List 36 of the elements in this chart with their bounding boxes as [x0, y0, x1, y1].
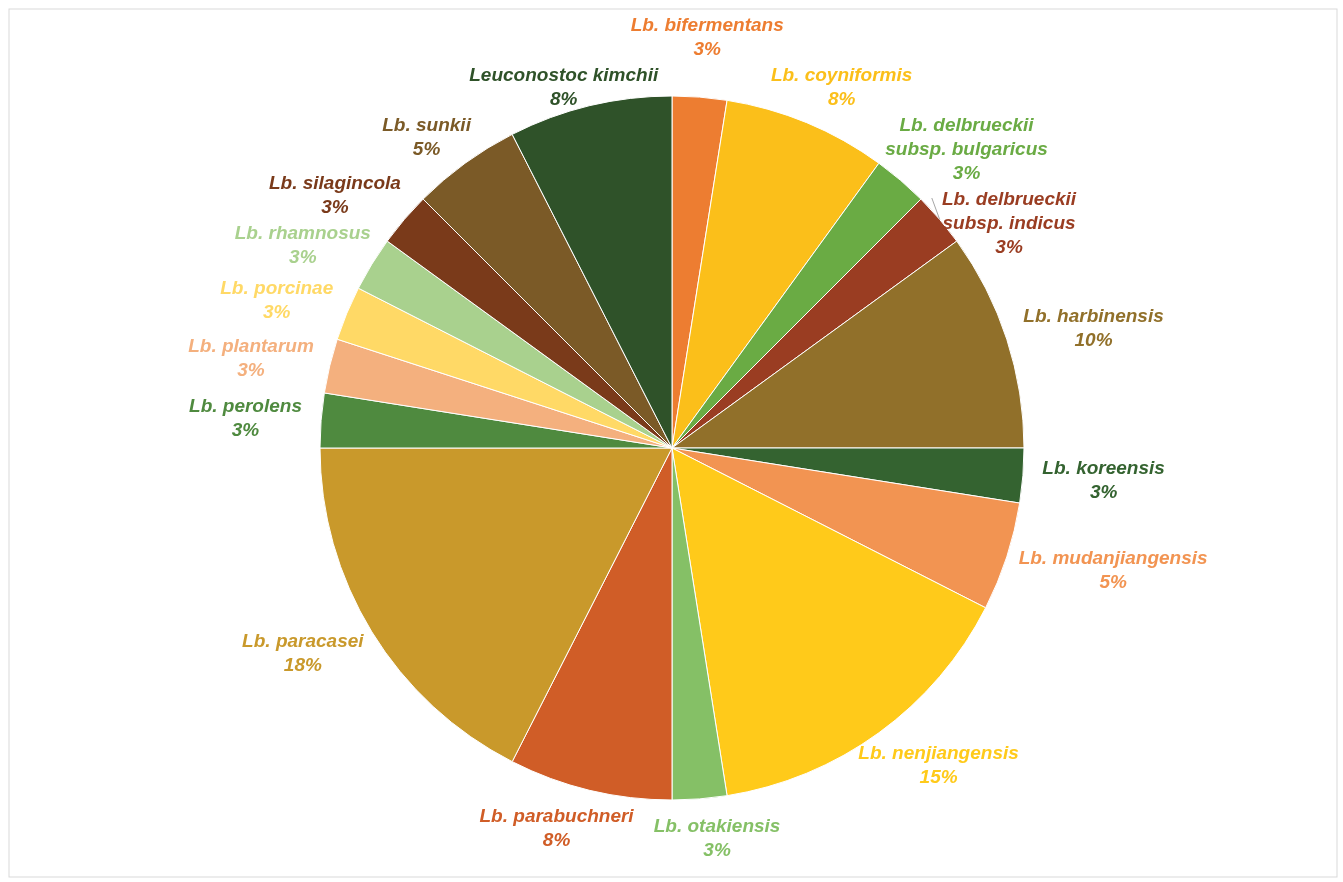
data-label: 8%: [549, 88, 578, 109]
data-label: 8%: [827, 88, 856, 109]
slice-label: Lb. mudanjiangensis: [1018, 546, 1208, 568]
data-label: 5%: [1099, 570, 1127, 592]
slice-label: Lb. perolens: [189, 395, 302, 417]
data-label: 3%: [995, 236, 1023, 257]
slice-label: Lb. paracasei: [242, 629, 365, 651]
slice-label: Lb. otakiensis: [653, 814, 781, 836]
slice-label: Leuconostoc kimchii: [469, 64, 659, 85]
data-label: 18%: [283, 653, 322, 675]
data-label: 3%: [693, 38, 722, 59]
data-label: 3%: [231, 419, 260, 441]
data-label: 5%: [412, 138, 441, 159]
slice-label: Lb. nenjiangensis: [858, 741, 1019, 763]
data-label: 8%: [542, 829, 571, 851]
slice-label: Lb. plantarum: [188, 334, 314, 356]
data-label: 3%: [289, 246, 317, 268]
slice-label: Lb. bifermentans: [630, 14, 784, 35]
data-label: 3%: [952, 162, 981, 183]
data-label: 10%: [1074, 329, 1113, 351]
slice-label: Lb. koreensis: [1042, 456, 1165, 478]
data-label: 3%: [237, 358, 265, 380]
slice-label: Lb. silagincola: [268, 172, 402, 194]
data-label: 3%: [321, 196, 349, 218]
slice-label: Lb. delbrueckii subsp. bulgaricus: [885, 114, 1048, 159]
data-label: 3%: [263, 300, 291, 322]
data-label: 15%: [919, 765, 958, 787]
slice-label: Lb. parabuchneri: [479, 805, 635, 827]
slice-label: Lb. rhamnosus: [234, 222, 371, 244]
slice-label: Lb. harbinensis: [1023, 305, 1164, 327]
data-label: 3%: [703, 838, 731, 860]
slice-label: Lb. delbrueckii subsp. indicus: [942, 188, 1077, 233]
slice-label: Lb. sunkii: [382, 114, 472, 135]
data-label: 3%: [1089, 480, 1118, 502]
slice-label: Lb. coyniformis: [770, 64, 913, 85]
slice-label: Lb. porcinae: [220, 276, 334, 298]
